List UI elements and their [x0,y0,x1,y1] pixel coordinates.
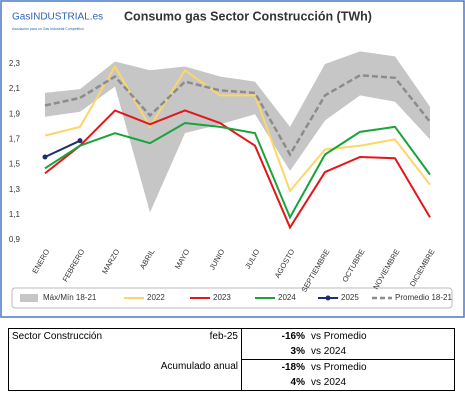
y-tick-label: 1,7 [9,135,21,144]
legend-label: 2025 [341,293,359,302]
logo: GasINDUSTRIAL.es [12,12,103,23]
pct: -18% [241,359,308,375]
frame [0,0,465,318]
series-marker [77,138,83,144]
series-line [44,122,431,220]
series-line [44,74,431,157]
x-tick-label: OCTUBRE [340,247,366,283]
series-line [44,139,81,158]
legend-box [11,287,453,309]
pct-text: vs Promedio [308,359,455,375]
summary-table: Sector Construcción feb-25 Acumulado anua… [8,328,455,391]
pct: 3% [290,346,305,357]
legend-swatch [20,294,38,302]
logo-tagline: Asociación para un Gas Industrial Compet… [12,27,84,31]
y-tick-label: 1,3 [9,185,21,194]
x-tick-label: AGOSTO [273,247,297,279]
x-tick-label: MARZO [100,247,121,275]
x-tick-label: FEBRERO [61,247,87,283]
y-tick-label: 2,1 [9,84,21,93]
x-tick-label: JUNIO [207,247,226,271]
legend-label: 2022 [147,293,165,302]
x-tick-label: SEPTIEMBRE [299,247,331,293]
pct: -16% [241,328,308,344]
pct-text: vs 2024 [308,375,455,391]
series-line [44,109,431,230]
legend-marker [325,295,331,301]
label-cell: Sector Construcción feb-25 Acumulado anua… [8,328,242,391]
x-tick-label: DICIEMBRE [408,247,437,288]
row-label: Sector Construcción [12,331,103,342]
y-tick-label: 1,1 [9,210,21,219]
x-tick-label: ABRIL [138,247,157,270]
x-tick-label: JULIO [243,247,262,270]
pct-text: vs 2024 [308,344,455,360]
chart-title: Consumo gas Sector Construcción (TWh) [124,9,372,23]
legend-label: 2023 [213,293,231,302]
y-tick-label: 0,9 [9,235,21,244]
y-tick-label: 1,5 [9,160,21,169]
chart: GasINDUSTRIAL.es Asociación para un Gas … [0,0,465,318]
x-tick-label: NOVIEMBRE [371,247,401,290]
legend-label: 2024 [278,293,296,302]
legend-label: Promedio 18-21 [395,293,452,302]
x-tick-label: ENERO [30,247,51,275]
pct: 4% [241,375,308,391]
y-tick-label: 2,3 [9,59,21,68]
period: feb-25 [209,331,238,342]
row-label: Acumulado anual [160,361,238,372]
series-marker [42,154,48,160]
x-tick-label: MAYO [173,247,192,270]
y-tick-label: 1,9 [9,109,21,118]
legend-label: Máx/Mín 18-21 [43,293,97,302]
series-line [44,64,431,193]
pct-text: vs Promedio [308,328,455,344]
